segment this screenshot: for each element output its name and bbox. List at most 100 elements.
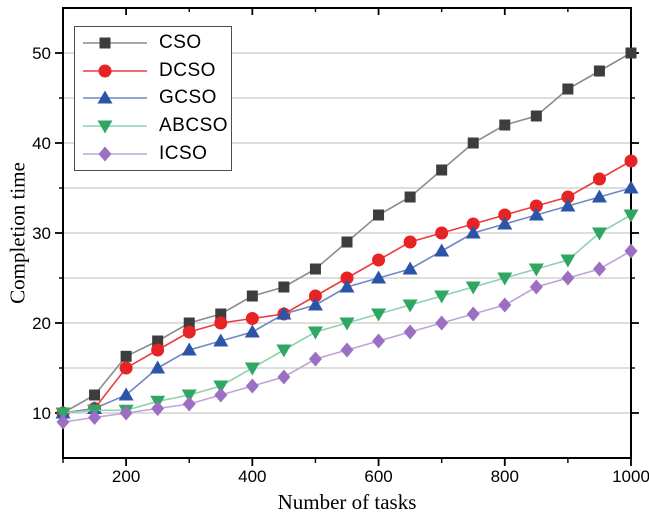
legend-swatch-circle-icon: [83, 64, 147, 78]
square-marker: [593, 65, 605, 77]
circle-marker: [151, 343, 165, 357]
diamond-marker: [182, 396, 196, 412]
square-marker: [99, 37, 111, 49]
legend-label: DCSO: [159, 59, 216, 81]
triangle-down-marker: [560, 254, 576, 268]
triangle-down-marker: [465, 281, 481, 295]
triangle-down-marker: [623, 209, 639, 223]
x-axis-title: Number of tasks: [277, 490, 417, 514]
x-tick-label: 400: [238, 467, 266, 486]
diamond-marker: [340, 342, 354, 358]
y-tick-label: 10: [32, 404, 51, 423]
legend-item-icso: ICSO: [81, 141, 231, 168]
square-marker: [120, 350, 132, 362]
triangle-up-marker: [118, 387, 134, 401]
diamond-marker: [372, 333, 386, 349]
triangle-up-marker: [213, 333, 229, 347]
diamond-marker: [98, 146, 112, 162]
triangle-up-marker: [465, 225, 481, 239]
diamond-marker: [245, 378, 259, 394]
square-marker: [89, 389, 101, 401]
diamond-marker: [498, 297, 512, 313]
square-marker: [152, 335, 164, 347]
triangle-up-marker: [276, 306, 292, 320]
triangle-up-marker: [402, 261, 418, 275]
triangle-down-marker: [97, 120, 113, 134]
triangle-up-marker: [181, 342, 197, 356]
square-marker: [341, 236, 353, 248]
triangle-down-marker: [244, 362, 260, 376]
triangle-down-marker: [276, 344, 292, 358]
diamond-marker: [592, 261, 606, 277]
x-tick-label: 200: [112, 467, 140, 486]
legend-item-cso: CSO: [81, 29, 231, 56]
legend-item-abcso: ABCSO: [81, 113, 231, 140]
legend-item-gcso: GCSO: [81, 85, 231, 112]
legend-label: GCSO: [159, 87, 217, 109]
diamond-marker: [561, 270, 575, 286]
square-marker: [373, 209, 385, 221]
legend-label: ICSO: [159, 143, 208, 165]
triangle-down-marker: [402, 299, 418, 313]
square-marker: [625, 47, 637, 59]
series-line-gcso: [62, 187, 632, 414]
triangle-down-marker: [371, 308, 387, 322]
square-marker: [562, 83, 574, 95]
triangle-down-marker: [591, 227, 607, 241]
y-tick-label: 30: [32, 224, 51, 243]
triangle-down-marker: [497, 272, 513, 286]
square-marker: [246, 290, 258, 302]
circle-marker: [498, 208, 512, 222]
diamond-marker: [214, 387, 228, 403]
circle-marker: [592, 172, 606, 186]
square-marker: [183, 317, 195, 329]
legend-label: ABCSO: [159, 115, 229, 137]
y-tick-label: 20: [32, 314, 51, 333]
diamond-marker: [56, 414, 70, 430]
diamond-marker: [624, 243, 638, 259]
circle-marker: [340, 271, 354, 285]
square-marker: [436, 164, 448, 176]
square-marker: [404, 191, 416, 203]
diamond-marker: [277, 369, 291, 385]
circle-marker: [245, 312, 259, 325]
triangle-up-marker: [244, 324, 260, 338]
x-tick-label: 1000: [612, 467, 649, 486]
triangle-down-marker: [339, 317, 355, 331]
triangle-up-marker: [528, 207, 544, 221]
triangle-up-marker: [307, 297, 323, 311]
diamond-marker: [403, 324, 417, 340]
triangle-down-marker: [181, 389, 197, 403]
triangle-down-marker: [528, 263, 544, 277]
triangle-up-marker: [623, 180, 639, 194]
circle-marker: [372, 253, 386, 267]
circle-marker: [403, 235, 417, 249]
triangle-up-marker: [371, 270, 387, 284]
y-tick-label: 40: [32, 134, 51, 153]
circle-marker: [98, 64, 112, 78]
x-tick-label: 800: [491, 467, 519, 486]
square-marker: [499, 119, 511, 131]
circle-marker: [435, 226, 449, 240]
circle-marker: [624, 154, 638, 168]
diamond-marker: [151, 401, 165, 416]
legend-label: CSO: [159, 31, 202, 53]
triangle-down-marker: [55, 407, 71, 421]
triangle-up-marker: [434, 243, 450, 257]
circle-marker: [561, 190, 575, 204]
circle-marker: [529, 199, 543, 213]
triangle-up-marker: [560, 198, 576, 212]
square-marker: [309, 263, 321, 275]
triangle-up-marker: [97, 90, 113, 104]
circle-marker: [182, 325, 196, 339]
legend: CSO DCSO GCSO ABCSO ICSO: [74, 26, 232, 171]
diamond-marker: [435, 315, 449, 331]
triangle-down-marker: [213, 380, 229, 394]
circle-marker: [119, 361, 133, 375]
square-marker: [530, 110, 542, 122]
circle-marker: [308, 289, 322, 303]
y-tick-label: 50: [32, 44, 51, 63]
legend-swatch-square-icon: [83, 37, 147, 49]
